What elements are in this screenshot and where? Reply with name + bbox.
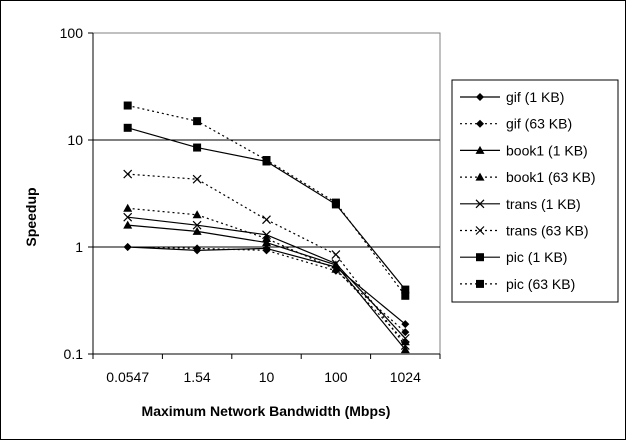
data-point bbox=[123, 220, 133, 229]
data-point bbox=[262, 215, 271, 225]
data-point bbox=[192, 174, 202, 184]
legend-label: gif (1 KB) bbox=[506, 89, 564, 105]
data-point bbox=[193, 143, 202, 152]
legend: gif (1 KB) gif (63 KB) book1 (1 KB) book1 (… bbox=[451, 79, 619, 303]
series-4 bbox=[123, 203, 410, 346]
y-tick-label: 100 bbox=[60, 25, 84, 41]
data-point bbox=[262, 246, 271, 255]
legend-item: pic (63 KB) bbox=[460, 276, 575, 292]
legend-item: book1 (63 KB) bbox=[460, 169, 596, 185]
legend-label: gif (63 KB) bbox=[506, 116, 572, 132]
x-tick-label: 1.54 bbox=[183, 369, 210, 385]
data-point bbox=[400, 341, 410, 350]
legend-marker bbox=[475, 172, 485, 181]
legend-label: book1 (63 KB) bbox=[506, 169, 596, 185]
legend-marker bbox=[476, 93, 484, 101]
series-5 bbox=[123, 212, 410, 343]
legend-item: trans (63 KB) bbox=[460, 223, 588, 239]
plot-area bbox=[92, 32, 441, 355]
series-line bbox=[127, 246, 406, 333]
plot-background bbox=[92, 32, 441, 355]
legend-label: trans (1 KB) bbox=[506, 196, 581, 212]
series-6 bbox=[123, 169, 410, 350]
data-point bbox=[192, 210, 202, 219]
legend-box bbox=[451, 79, 619, 303]
x-tick-label: 0.0547 bbox=[106, 369, 149, 385]
data-point bbox=[401, 320, 410, 329]
data-point bbox=[262, 238, 271, 247]
data-point bbox=[401, 328, 410, 337]
data-point bbox=[123, 212, 133, 222]
data-point bbox=[123, 101, 132, 110]
data-point bbox=[331, 259, 341, 268]
data-point bbox=[123, 203, 133, 212]
legend-marker bbox=[476, 253, 484, 262]
data-point bbox=[192, 226, 202, 235]
data-point bbox=[123, 169, 133, 179]
y-axis-title: Speedup bbox=[23, 187, 39, 246]
legend-label: pic (1 KB) bbox=[506, 249, 567, 265]
data-point bbox=[401, 285, 410, 294]
legend-label: trans (63 KB) bbox=[506, 223, 588, 239]
axis-group: 0.1 1 10 100 0.0547 1.54 10 100 1024 bbox=[60, 25, 441, 385]
y-tick-label: 1 bbox=[75, 239, 83, 255]
data-point bbox=[192, 220, 202, 230]
x-tick-label: 10 bbox=[259, 369, 275, 385]
legend-label: pic (63 KB) bbox=[506, 276, 575, 292]
data-point bbox=[193, 117, 202, 126]
data-point bbox=[401, 291, 410, 300]
x-axis-title: Maximum Network Bandwidth (Mbps) bbox=[142, 403, 391, 419]
legend-item: book1 (1 KB) bbox=[460, 142, 588, 158]
data-point bbox=[400, 333, 410, 343]
data-point bbox=[193, 244, 202, 253]
y-tick-label: 0.1 bbox=[64, 346, 84, 362]
legend-marker bbox=[475, 199, 485, 209]
series-group bbox=[123, 101, 410, 354]
series-8 bbox=[123, 101, 410, 300]
data-point bbox=[331, 264, 341, 273]
x-tick-label: 1024 bbox=[390, 369, 421, 385]
legend-marker bbox=[476, 119, 484, 128]
series-line bbox=[127, 207, 406, 343]
data-point bbox=[262, 234, 271, 243]
data-point bbox=[262, 230, 271, 240]
legend-marker bbox=[476, 279, 484, 288]
data-point bbox=[400, 345, 410, 354]
legend-item: trans (1 KB) bbox=[460, 196, 581, 212]
legend-label: book1 (1 KB) bbox=[506, 142, 588, 158]
legend-item: pic (1 KB) bbox=[460, 249, 567, 265]
data-point bbox=[331, 250, 341, 259]
data-point bbox=[123, 243, 132, 251]
series-line bbox=[127, 173, 406, 346]
legend-item: gif (63 KB) bbox=[460, 116, 572, 132]
legend-marker bbox=[475, 145, 485, 154]
legend-item: gif (1 KB) bbox=[460, 89, 564, 105]
y-tick-label: 10 bbox=[67, 132, 83, 148]
data-point bbox=[262, 156, 271, 165]
x-tick-label: 100 bbox=[324, 369, 348, 385]
data-point bbox=[123, 123, 132, 132]
data-point bbox=[331, 198, 340, 207]
legend-marker bbox=[475, 226, 485, 235]
